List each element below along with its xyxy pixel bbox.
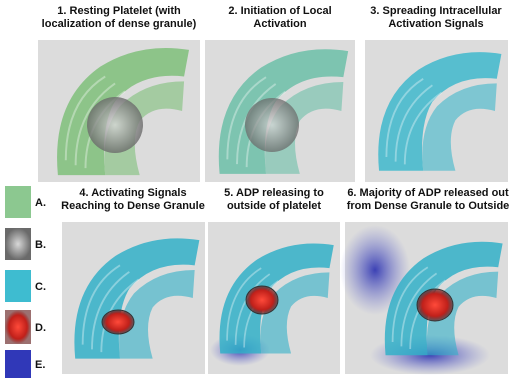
legend-label: D. (35, 322, 46, 334)
panel-image (38, 40, 200, 182)
panel-title: 1. Resting Platelet (with (57, 5, 181, 17)
panel-title: 4. Activating Signals (79, 187, 186, 199)
panel-title: Reaching to Dense Granule (61, 200, 205, 212)
panel-image (205, 40, 355, 182)
panel-image (208, 222, 340, 374)
figure: 1. Resting Platelet (withlocalization of… (0, 0, 510, 380)
legend-label: C. (35, 281, 46, 293)
legend-swatch (5, 228, 31, 260)
legend-swatch (5, 350, 31, 378)
panel-image (365, 40, 508, 182)
legend-label: A. (35, 197, 46, 209)
legend-swatch (5, 270, 31, 302)
panel-title: outside of platelet (227, 200, 321, 212)
panel-title: 6. Majority of ADP released out (347, 187, 509, 199)
panel-title: Activation (253, 18, 306, 30)
legend-label: E. (35, 359, 45, 371)
legend-swatch (5, 186, 31, 218)
panel-title: localization of dense granule) (42, 18, 197, 30)
panel-title: 3. Spreading Intracellular (370, 5, 502, 17)
panel-title: 5. ADP releasing to (224, 187, 324, 199)
panel-image (340, 222, 508, 375)
legend-label: B. (35, 239, 46, 251)
panel-image (62, 222, 205, 374)
panel-title: Activation Signals (388, 18, 483, 30)
legend-swatch (5, 310, 31, 344)
panel-title: 2. Initiation of Local (228, 5, 331, 17)
panel-title: from Dense Granule to Outside (347, 200, 510, 212)
